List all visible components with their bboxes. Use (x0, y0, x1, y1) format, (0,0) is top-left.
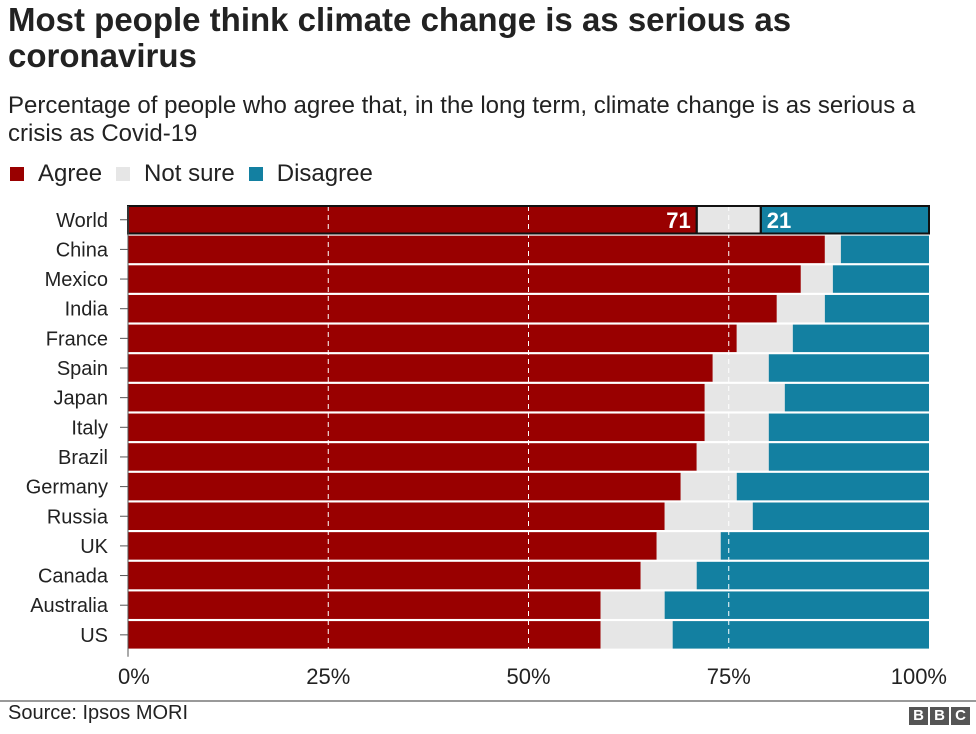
category-label: Canada (38, 566, 109, 588)
bar-disagree (672, 621, 929, 649)
footer-rule (0, 700, 976, 702)
bar-agree (128, 621, 601, 649)
bar-disagree (760, 206, 929, 234)
x-tick-label: 75% (707, 664, 751, 689)
category-label: Mexico (45, 269, 108, 291)
legend-item-agree: Agree (10, 160, 102, 188)
data-label-disagree: 21 (767, 208, 791, 233)
legend-label: Not sure (144, 160, 235, 187)
x-tick-label: 0% (118, 664, 150, 689)
bar-not-sure (600, 621, 673, 649)
legend-swatch-not-sure (116, 167, 131, 181)
bar-disagree (832, 265, 929, 293)
bar-not-sure (776, 294, 825, 323)
category-label: Italy (71, 417, 108, 439)
chart-title: Most people think climate change is as s… (8, 1, 792, 74)
bar-agree (128, 294, 777, 323)
category-label: Brazil (58, 447, 108, 469)
bar-chart: World China Mexico India France Spain Japan Ita… (26, 205, 947, 689)
bar-disagree (784, 383, 929, 412)
bar-disagree (736, 472, 929, 501)
bar-not-sure (800, 265, 833, 293)
category-label: Australia (30, 595, 109, 617)
bar-not-sure (664, 502, 753, 530)
bar-agree (128, 413, 705, 442)
bar-agree (128, 383, 705, 412)
bar-agree (128, 324, 737, 353)
bar-disagree (664, 591, 929, 619)
world-outline (759, 205, 930, 235)
bar-disagree (792, 324, 929, 353)
bar-not-sure (600, 591, 665, 619)
bar-not-sure (704, 413, 769, 442)
bar-agree (128, 502, 665, 530)
bar-agree (128, 561, 641, 590)
category-label: Japan (54, 388, 109, 410)
data-label-agree: 71 (666, 208, 690, 233)
bar-agree (128, 443, 697, 471)
bar-not-sure (704, 383, 785, 412)
bar-not-sure (712, 354, 769, 382)
category-label: Russia (47, 506, 109, 528)
chart-subtitle: Percentage of people who agree that, in … (8, 92, 916, 147)
x-tick-label: 50% (506, 664, 550, 689)
bar-disagree (768, 443, 929, 471)
legend-swatch-disagree (248, 167, 263, 181)
legend-label: Agree (38, 160, 103, 187)
bar-disagree (696, 561, 929, 590)
source-note: Source: Ipsos MORI (8, 702, 189, 724)
legend-item-disagree: Disagree (248, 160, 373, 188)
bar-not-sure (640, 561, 697, 590)
bar-agree (128, 591, 601, 619)
legend-label: Disagree (276, 160, 373, 187)
legend-item-not-sure: Not sure (116, 160, 235, 188)
bar-agree (128, 265, 801, 293)
bar-not-sure (656, 532, 721, 560)
category-label: World (56, 210, 108, 232)
bar-disagree (824, 294, 929, 323)
bar-not-sure (824, 235, 841, 264)
category-label: India (65, 299, 109, 321)
category-label: China (56, 239, 109, 261)
bar-agree (128, 354, 713, 382)
bar-not-sure (736, 324, 793, 353)
bar-agree (128, 235, 825, 264)
bar-disagree (840, 235, 929, 264)
bar-agree (128, 532, 657, 560)
category-label: US (80, 625, 108, 647)
bar-not-sure (680, 472, 737, 501)
category-label: UK (80, 536, 108, 558)
x-tick-label: 100% (891, 664, 947, 689)
category-label: Spain (57, 358, 108, 380)
category-label: France (46, 328, 108, 350)
legend-swatch-agree (10, 167, 24, 181)
bar-disagree (720, 532, 929, 560)
category-label: Germany (26, 477, 108, 499)
bar-disagree (768, 413, 929, 442)
x-tick-label: 25% (306, 664, 350, 689)
legend: Agree Not sure Disagree (10, 160, 387, 188)
bar-agree (128, 206, 697, 234)
bar-agree (128, 472, 681, 501)
bar-not-sure (696, 443, 769, 471)
bar-disagree (752, 502, 929, 530)
bar-disagree (768, 354, 929, 382)
